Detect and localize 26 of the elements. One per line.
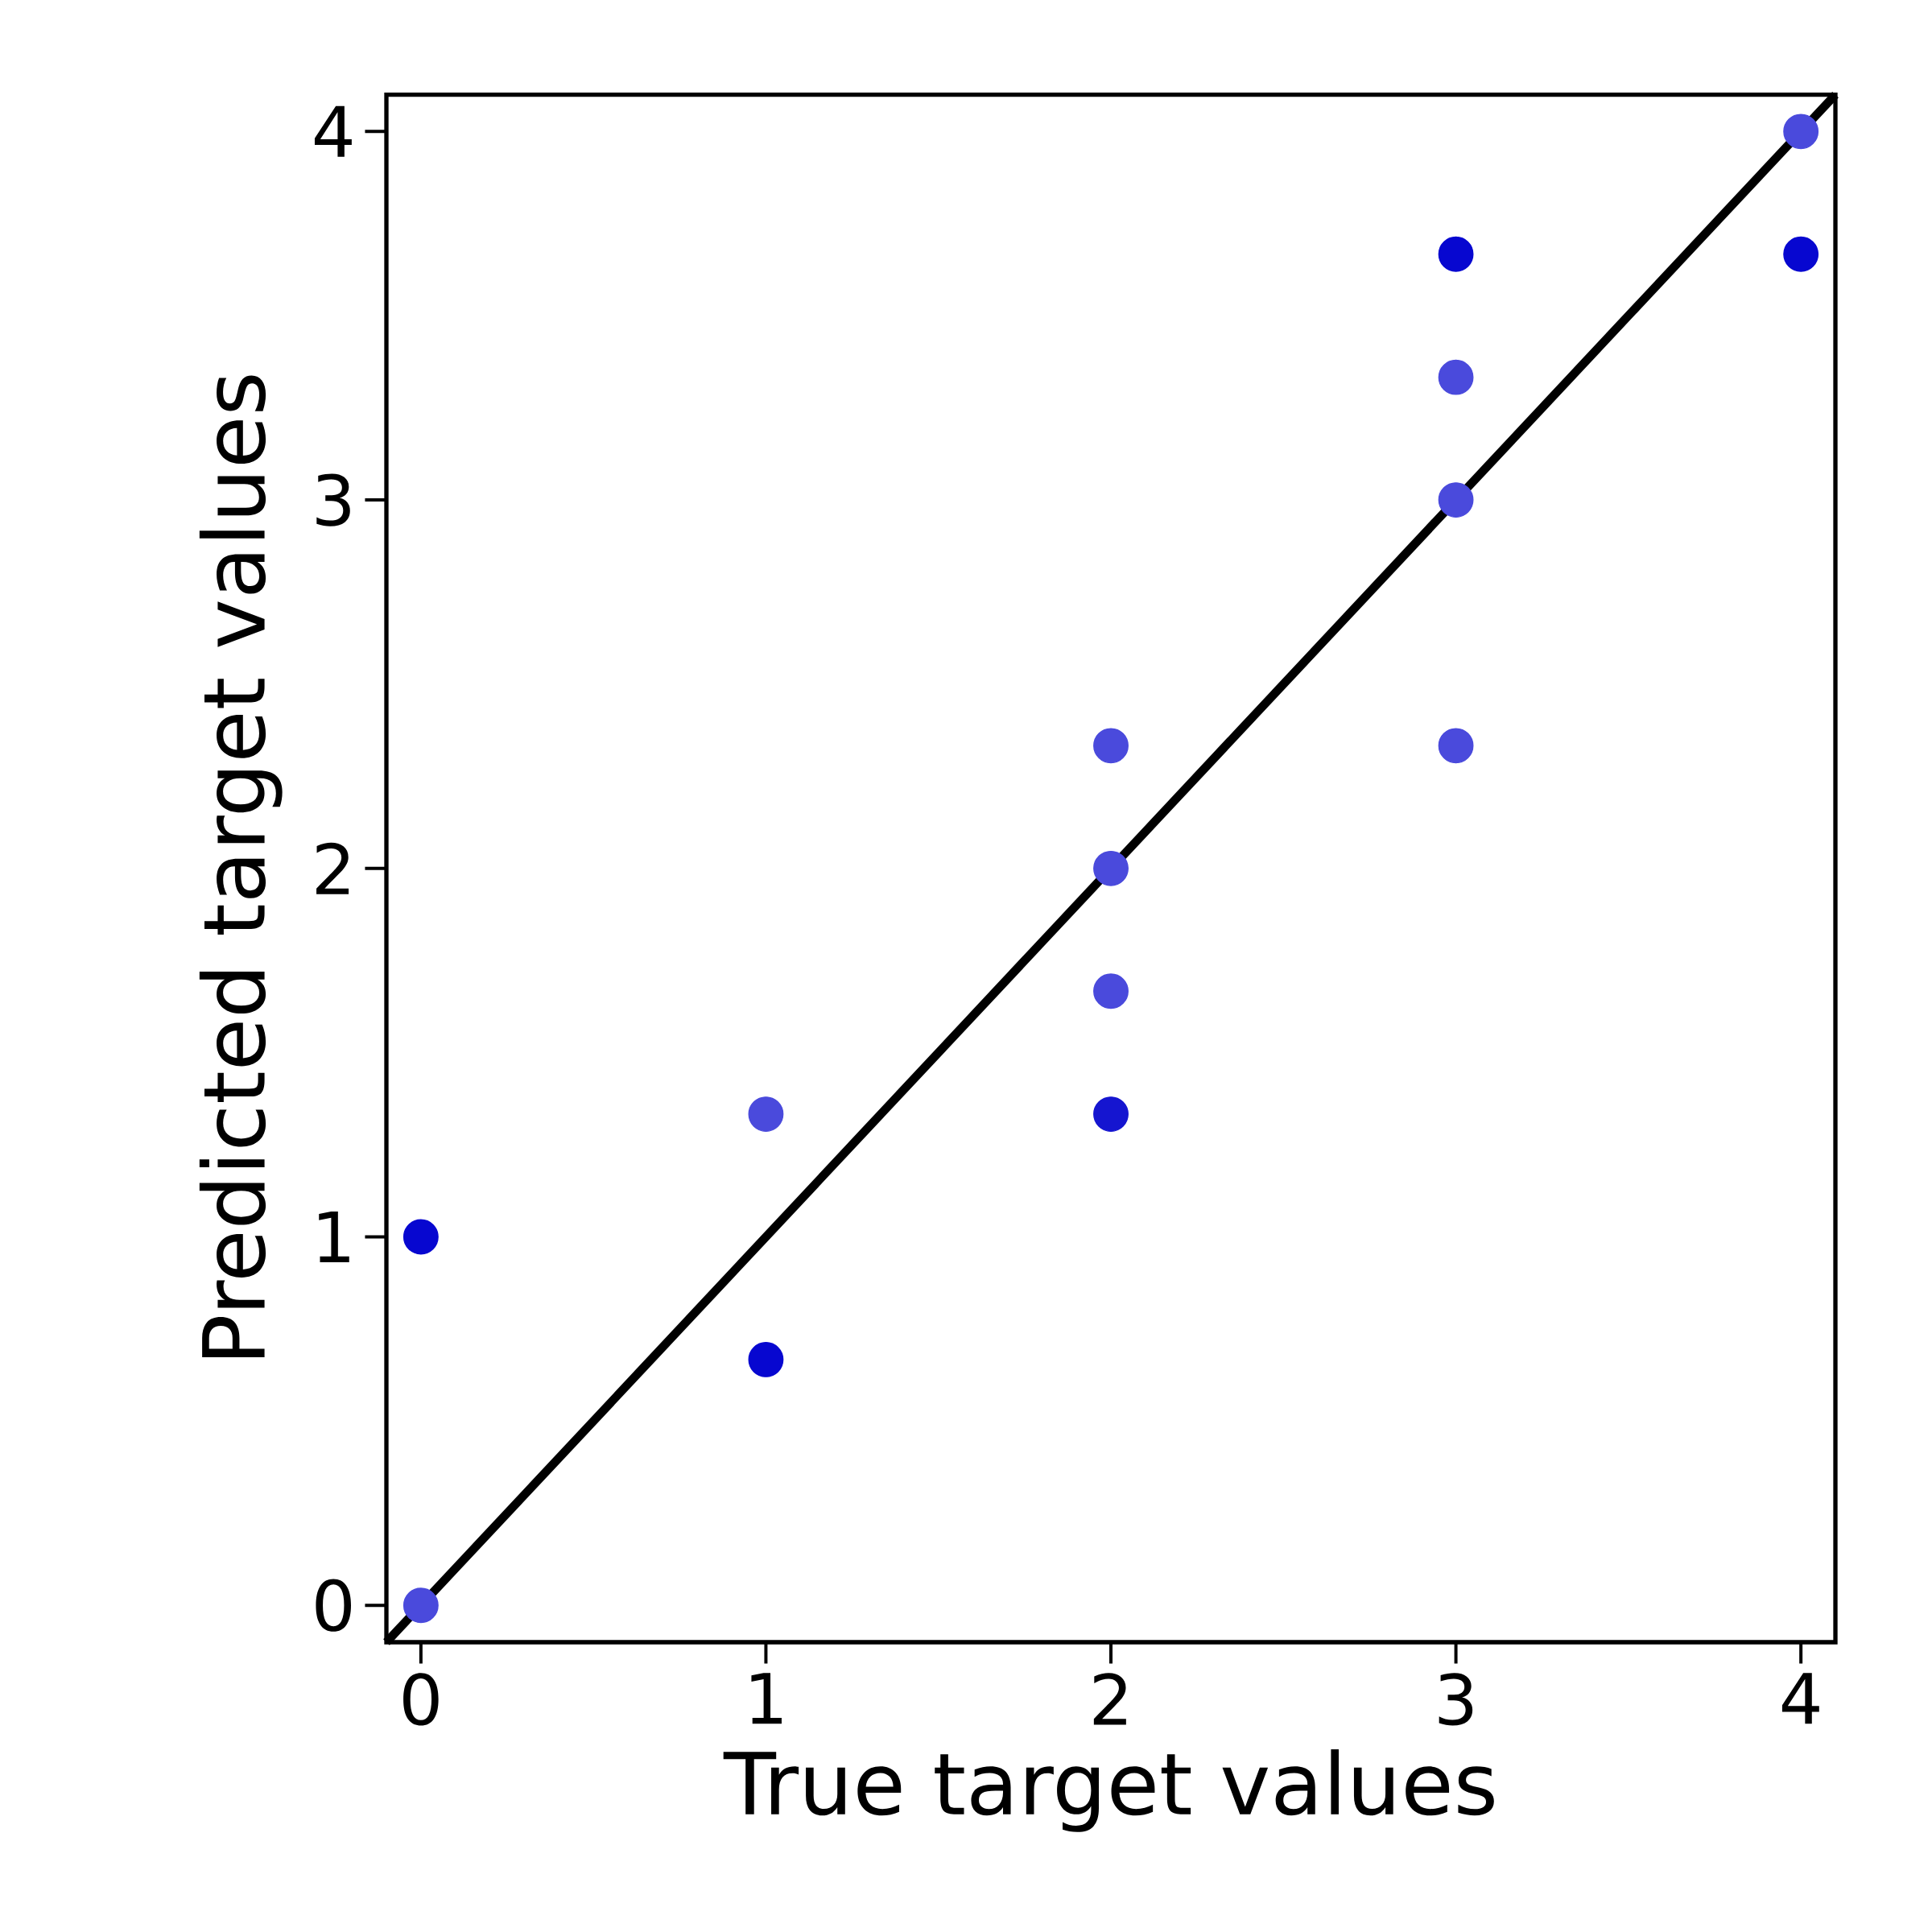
point [1093,1096,1129,1133]
x-axis-title: True target values [723,1749,1494,1832]
x-tick-label: 0 [403,1673,439,1726]
x-tick-label: 4 [1781,1673,1819,1724]
point [1438,236,1474,272]
point [1093,728,1129,764]
point [748,1342,784,1377]
x-tick-label: 2 [1093,1673,1126,1725]
point [1438,482,1474,518]
y-tick-label: 1 [319,1212,349,1262]
y-tick-label: 0 [316,1579,351,1632]
point [1438,728,1474,764]
x-tick-label: 1 [751,1673,782,1724]
y-axis-title: Predicted target values [199,375,283,1357]
point [1438,359,1474,395]
point [1093,850,1129,886]
y-tick-label: 3 [316,473,350,526]
x-tick-label: 3 [1439,1673,1473,1726]
y-tick-label: 2 [316,842,349,894]
point [402,1587,439,1624]
point [1783,114,1819,150]
y-tick-label: 4 [314,105,352,157]
point [1783,236,1819,272]
point [748,1096,784,1133]
point [402,1219,439,1255]
point [1093,973,1129,1009]
